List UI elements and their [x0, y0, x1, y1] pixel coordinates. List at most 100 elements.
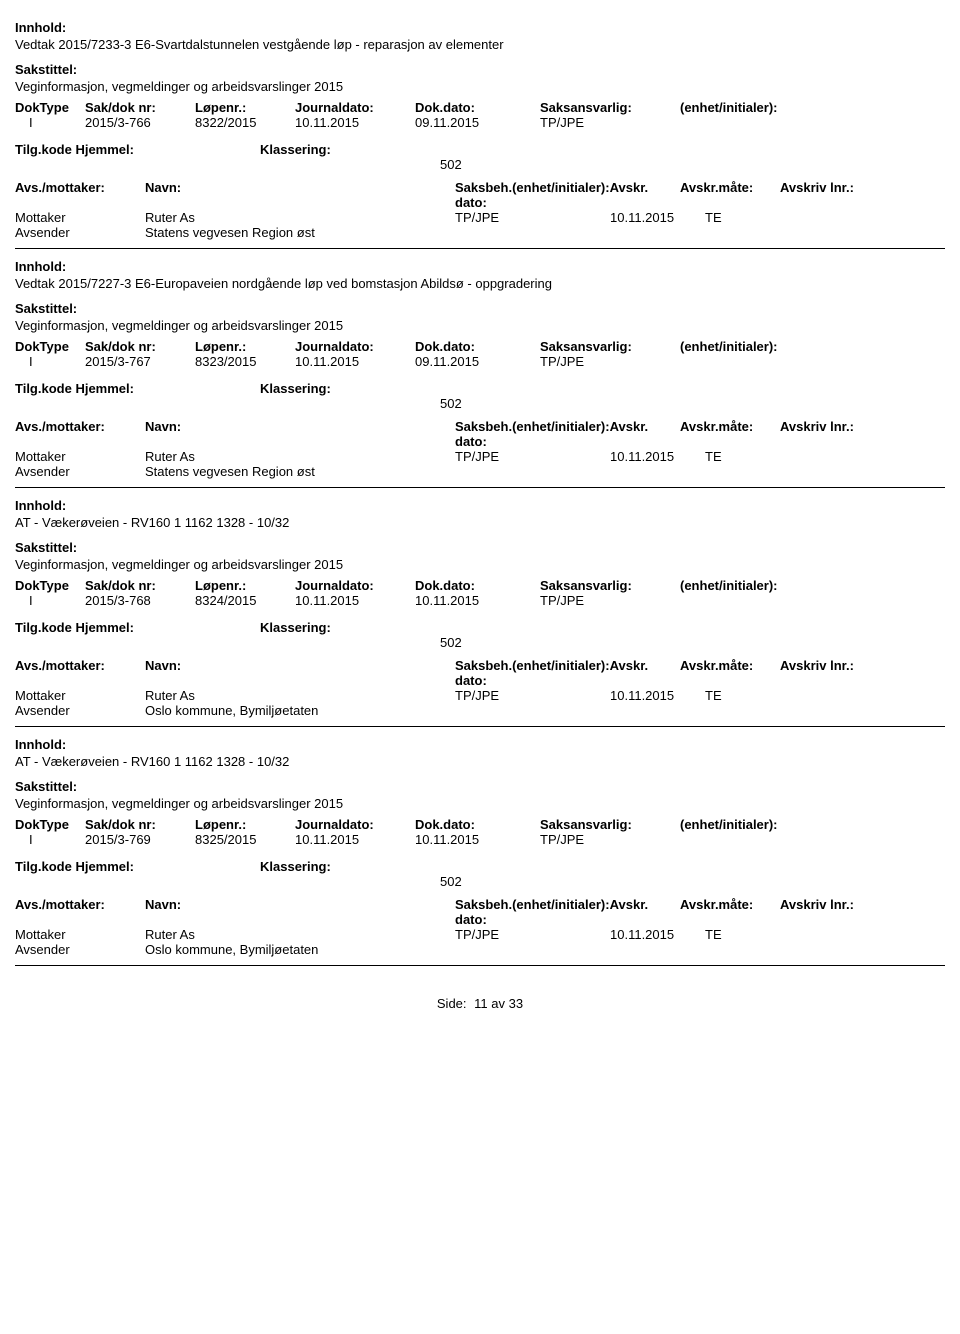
sakdok-value: 2015/3-766	[85, 115, 195, 130]
doktype-value: I	[15, 593, 85, 608]
innhold-label: Innhold:	[15, 259, 945, 274]
saksansvarlig-label: Saksansvarlig:	[540, 100, 680, 115]
innhold-label: Innhold:	[15, 498, 945, 513]
journaldato-value: 10.11.2015	[295, 354, 415, 369]
avsender-navn: Oslo kommune, Bymiljøetaten	[145, 942, 455, 957]
tilgkode-label: Tilg.kode Hjemmel:	[15, 142, 195, 157]
sakstittel-value: Veginformasjon, vegmeldinger og arbeidsv…	[15, 318, 945, 333]
enhet-label: (enhet/initialer):	[680, 100, 830, 115]
page-footer: Side: 11 av 33	[15, 996, 945, 1011]
sakstittel-label: Sakstittel:	[15, 301, 945, 316]
mottaker-navn: Ruter As	[145, 927, 455, 942]
record-separator	[15, 487, 945, 488]
avskrmate-label: Avskr.måte:	[680, 180, 780, 210]
journal-record: Innhold: AT - Vækerøveien - RV160 1 1162…	[15, 737, 945, 957]
sakstittel-label: Sakstittel:	[15, 779, 945, 794]
dokdato-value: 09.11.2015	[415, 354, 540, 369]
record-separator	[15, 726, 945, 727]
saksansvarlig-label: Saksansvarlig:	[540, 817, 680, 832]
avsender-label: Avsender	[15, 942, 145, 957]
avskrivlnr-label: Avskriv lnr.:	[780, 180, 880, 210]
saksbeh-value: TP/JPE	[455, 449, 610, 464]
navn-label: Navn:	[145, 658, 455, 688]
innhold-value: Vedtak 2015/7227-3 E6-Europaveien nordgå…	[15, 276, 945, 291]
enhet-label: (enhet/initialer):	[680, 578, 830, 593]
avskrmate-label: Avskr.måte:	[680, 897, 780, 927]
avs-mottaker-label: Avs./mottaker:	[15, 180, 145, 210]
doktype-value: I	[15, 832, 85, 847]
enhet-label: (enhet/initialer):	[680, 817, 830, 832]
navn-label: Navn:	[145, 897, 455, 927]
journaldato-value: 10.11.2015	[295, 115, 415, 130]
sakstittel-value: Veginformasjon, vegmeldinger og arbeidsv…	[15, 557, 945, 572]
saksbeh-value: TP/JPE	[455, 927, 610, 942]
tilgkode-label: Tilg.kode Hjemmel:	[15, 381, 195, 396]
saksbeh-label: Saksbeh.(enhet/initialer):Avskr. dato:	[455, 658, 680, 688]
lopenr-label: Løpenr.:	[195, 339, 295, 354]
mottaker-label: Mottaker	[15, 210, 145, 225]
innhold-label: Innhold:	[15, 737, 945, 752]
saksansvarlig-value: TP/JPE	[540, 832, 680, 847]
sakdok-label: Sak/dok nr:	[85, 339, 195, 354]
dokdato-label: Dok.dato:	[415, 339, 540, 354]
sakdok-value: 2015/3-769	[85, 832, 195, 847]
saksbeh-label: Saksbeh.(enhet/initialer):Avskr. dato:	[455, 897, 680, 927]
avsender-navn: Oslo kommune, Bymiljøetaten	[145, 703, 455, 718]
doktype-label: DokType	[15, 578, 85, 593]
avskrmate-label: Avskr.måte:	[680, 658, 780, 688]
avskrmate-label: Avskr.måte:	[680, 419, 780, 449]
mottaker-label: Mottaker	[15, 449, 145, 464]
journal-record: Innhold: Vedtak 2015/7227-3 E6-Europavei…	[15, 259, 945, 479]
page-av: av	[491, 996, 505, 1011]
journal-record: Innhold: Vedtak 2015/7233-3 E6-Svartdals…	[15, 20, 945, 240]
saksbeh-value: TP/JPE	[455, 688, 610, 703]
sakstittel-label: Sakstittel:	[15, 540, 945, 555]
tilgkode-label: Tilg.kode Hjemmel:	[15, 620, 195, 635]
dokdato-label: Dok.dato:	[415, 817, 540, 832]
page-total: 33	[509, 996, 523, 1011]
avskrdato-value: 10.11.2015	[610, 449, 705, 464]
avskrdato-value: 10.11.2015	[610, 210, 705, 225]
saksbeh-label: Saksbeh.(enhet/initialer):Avskr. dato:	[455, 180, 680, 210]
dokdato-value: 10.11.2015	[415, 593, 540, 608]
klassering-label: Klassering:	[260, 142, 460, 157]
avsender-navn: Statens vegvesen Region øst	[145, 225, 455, 240]
journaldato-label: Journaldato:	[295, 100, 415, 115]
lopenr-label: Løpenr.:	[195, 578, 295, 593]
avsender-label: Avsender	[15, 703, 145, 718]
avskrdato-value: 10.11.2015	[610, 927, 705, 942]
avs-mottaker-label: Avs./mottaker:	[15, 658, 145, 688]
saksbeh-value: TP/JPE	[455, 210, 610, 225]
sakdok-value: 2015/3-768	[85, 593, 195, 608]
klassering-label: Klassering:	[260, 381, 460, 396]
journaldato-value: 10.11.2015	[295, 593, 415, 608]
avs-mottaker-label: Avs./mottaker:	[15, 897, 145, 927]
klassering-label: Klassering:	[260, 859, 460, 874]
navn-label: Navn:	[145, 180, 455, 210]
navn-label: Navn:	[145, 419, 455, 449]
journaldato-label: Journaldato:	[295, 817, 415, 832]
avskrmate-value: TE	[705, 927, 765, 942]
dokdato-label: Dok.dato:	[415, 100, 540, 115]
doktype-value: I	[15, 115, 85, 130]
innhold-value: AT - Vækerøveien - RV160 1 1162 1328 - 1…	[15, 754, 945, 769]
mottaker-label: Mottaker	[15, 927, 145, 942]
sakstittel-value: Veginformasjon, vegmeldinger og arbeidsv…	[15, 796, 945, 811]
journaldato-label: Journaldato:	[295, 339, 415, 354]
lopenr-value: 8325/2015	[195, 832, 295, 847]
doktype-value: I	[15, 354, 85, 369]
saksansvarlig-value: TP/JPE	[540, 593, 680, 608]
side-label: Side:	[437, 996, 467, 1011]
sakdok-value: 2015/3-767	[85, 354, 195, 369]
records-container: Innhold: Vedtak 2015/7233-3 E6-Svartdals…	[15, 20, 945, 966]
mottaker-navn: Ruter As	[145, 449, 455, 464]
saksansvarlig-label: Saksansvarlig:	[540, 339, 680, 354]
avskrivlnr-label: Avskriv lnr.:	[780, 658, 880, 688]
sakdok-label: Sak/dok nr:	[85, 578, 195, 593]
saksansvarlig-value: TP/JPE	[540, 354, 680, 369]
avs-mottaker-label: Avs./mottaker:	[15, 419, 145, 449]
doktype-label: DokType	[15, 817, 85, 832]
doktype-label: DokType	[15, 100, 85, 115]
innhold-label: Innhold:	[15, 20, 945, 35]
page-current: 11	[474, 996, 488, 1011]
